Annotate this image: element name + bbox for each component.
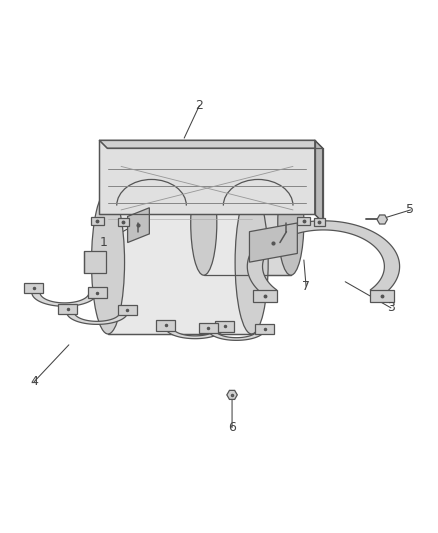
Polygon shape bbox=[201, 171, 291, 275]
Polygon shape bbox=[255, 324, 274, 334]
Polygon shape bbox=[297, 217, 311, 225]
Ellipse shape bbox=[191, 171, 217, 275]
Polygon shape bbox=[99, 140, 322, 148]
Polygon shape bbox=[156, 320, 176, 330]
Polygon shape bbox=[199, 323, 218, 333]
Polygon shape bbox=[67, 309, 127, 325]
Polygon shape bbox=[84, 251, 106, 273]
Text: 4: 4 bbox=[30, 375, 38, 389]
Polygon shape bbox=[247, 221, 399, 296]
Polygon shape bbox=[58, 304, 77, 314]
Polygon shape bbox=[208, 328, 265, 341]
Text: 3: 3 bbox=[387, 301, 395, 314]
Polygon shape bbox=[377, 215, 388, 224]
Polygon shape bbox=[215, 321, 234, 332]
Polygon shape bbox=[24, 282, 43, 293]
Text: 1: 1 bbox=[100, 236, 108, 249]
Text: 2: 2 bbox=[195, 99, 203, 112]
Ellipse shape bbox=[235, 190, 268, 334]
Polygon shape bbox=[370, 290, 394, 302]
Polygon shape bbox=[88, 287, 107, 298]
Ellipse shape bbox=[92, 190, 124, 334]
Polygon shape bbox=[166, 326, 225, 338]
Polygon shape bbox=[127, 208, 149, 243]
Polygon shape bbox=[250, 223, 297, 262]
Polygon shape bbox=[99, 140, 315, 214]
Polygon shape bbox=[108, 190, 252, 334]
Polygon shape bbox=[314, 218, 325, 226]
Text: 7: 7 bbox=[302, 280, 310, 293]
Polygon shape bbox=[32, 288, 97, 306]
Polygon shape bbox=[227, 390, 237, 399]
Ellipse shape bbox=[278, 171, 304, 275]
Polygon shape bbox=[117, 305, 137, 316]
Polygon shape bbox=[91, 217, 104, 225]
Text: 5: 5 bbox=[406, 204, 414, 216]
Polygon shape bbox=[315, 140, 322, 222]
Polygon shape bbox=[253, 290, 277, 302]
Text: 6: 6 bbox=[228, 421, 236, 434]
Polygon shape bbox=[118, 218, 129, 226]
